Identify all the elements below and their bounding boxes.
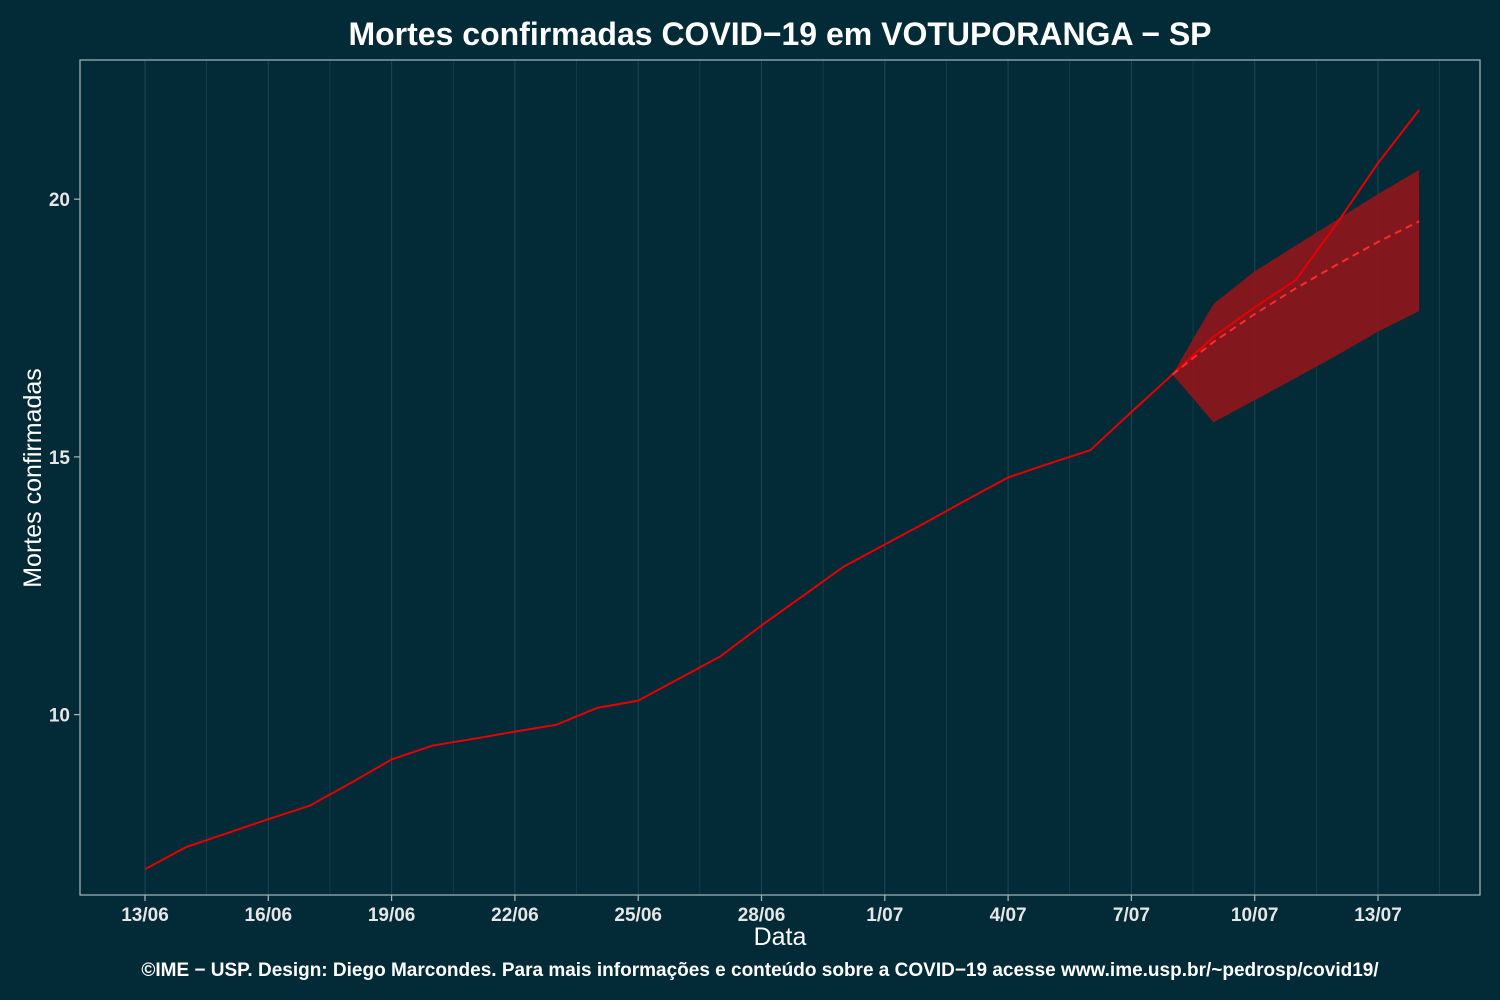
x-tick-label: 13/07 — [1354, 905, 1402, 926]
chart-title: Mortes confirmadas COVID−19 em VOTUPORAN… — [348, 16, 1211, 52]
caption: ©IME − USP. Design: Diego Marcondes. Par… — [141, 960, 1379, 981]
series-layer — [144, 109, 1420, 871]
x-tick-label: 1/07 — [866, 905, 903, 926]
x-tick-label: 10/07 — [1231, 905, 1279, 926]
y-tick-label: 20 — [49, 190, 70, 211]
x-axis: 13/06 16/06 19/06 22/06 25/06 28/06 1/07 4/07 7/… — [121, 895, 1402, 926]
forecast-band — [1172, 169, 1420, 423]
x-tick-label: 19/06 — [368, 905, 416, 926]
y-tick-label: 10 — [49, 706, 70, 727]
x-axis-label: Data — [754, 923, 807, 951]
y-tick-label: 15 — [49, 448, 71, 469]
x-tick-label: 25/06 — [614, 905, 662, 926]
x-tick-label: 4/07 — [990, 905, 1027, 926]
x-tick-label: 16/06 — [245, 905, 293, 926]
observed-line — [144, 109, 1420, 871]
x-tick-label: 13/06 — [121, 905, 169, 926]
forecast-band-layer — [1172, 169, 1420, 423]
plot-border — [79, 59, 1481, 896]
forecast-line — [1171, 220, 1420, 376]
y-axis-label: Mortes confirmadas — [19, 368, 47, 588]
y-axis: 10 15 20 — [49, 190, 80, 727]
grid — [144, 60, 1441, 895]
x-tick-label: 7/07 — [1113, 905, 1150, 926]
x-tick-label: 22/06 — [491, 905, 539, 926]
x-tick-label: 28/06 — [738, 905, 786, 926]
